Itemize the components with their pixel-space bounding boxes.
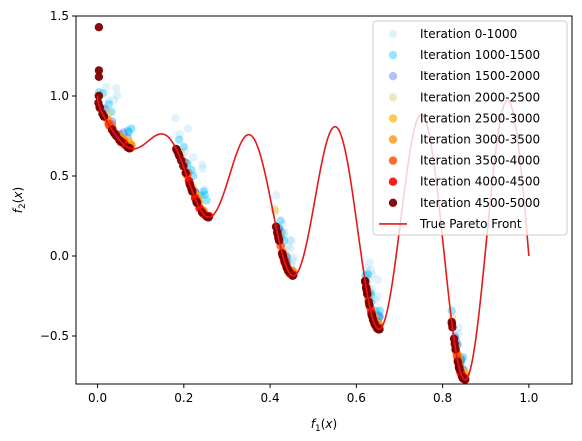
scatter-point [363, 270, 373, 279]
scatter-point [373, 275, 382, 284]
scatter-point [288, 256, 297, 265]
scatter-point [189, 153, 198, 162]
x-tick-label: 0.4 [261, 391, 280, 405]
scatter-point [368, 270, 377, 279]
scatter-point [278, 219, 287, 229]
legend-marker [388, 177, 398, 186]
legend: Iteration 0-1000 Iteration 1000-1500 Itera… [372, 20, 568, 236]
scatter-point [202, 196, 211, 205]
scatter-point [179, 142, 188, 151]
scatter-point [94, 66, 104, 75]
legend-label: Iteration 2500-3000 [420, 111, 540, 125]
legend-label: Iteration 2000-2500 [420, 90, 540, 104]
legend-marker [388, 93, 398, 102]
legend-label: Iteration 1500-2000 [420, 69, 540, 83]
legend-label: True Pareto Front [419, 217, 522, 231]
scatter-point [288, 253, 298, 262]
legend-box [372, 20, 568, 236]
x-tick-label: 0.8 [433, 391, 452, 405]
x-axis-ticks: 0.0 0.2 0.4 0.6 0.8 1.0 [88, 384, 538, 405]
y-tick-label: −0.5 [40, 329, 69, 343]
scatter-point [112, 83, 121, 93]
y-axis-label: f2(x) [11, 187, 28, 213]
scatter-point [183, 124, 193, 133]
legend-marker [388, 72, 398, 81]
scatter-point [286, 244, 295, 253]
legend-marker [388, 50, 398, 60]
scatter-point [454, 323, 463, 332]
scatter-point [373, 292, 382, 301]
scatter-point [200, 185, 210, 194]
scatter-point [198, 160, 207, 169]
scatter-point [94, 72, 104, 82]
scatter-point [363, 268, 373, 277]
scatter-point [272, 191, 281, 200]
x-tick-label: 0.2 [174, 391, 193, 405]
legend-marker [388, 135, 398, 144]
scatter-point [101, 82, 111, 92]
scatter-point [127, 124, 136, 133]
legend-marker [388, 198, 398, 207]
y-tick-label: 1.0 [50, 89, 69, 103]
y-tick-label: 1.5 [50, 9, 69, 23]
scatter-point [113, 91, 122, 100]
pareto-front-line-group [96, 95, 530, 381]
scatter-point [365, 258, 374, 267]
scatter-point [200, 190, 209, 199]
scatter-point [123, 126, 133, 135]
scatter-point [124, 127, 133, 137]
scatter-point [370, 295, 380, 304]
scatter-point [175, 135, 184, 144]
legend-marker [388, 114, 398, 123]
pareto-front-line [96, 95, 530, 381]
scatter-point [366, 265, 376, 274]
legend-label: Iteration 4500-5000 [420, 196, 540, 210]
scatter-point [362, 264, 372, 273]
x-tick-label: 0.6 [347, 391, 366, 405]
scatter-point [104, 100, 114, 109]
x-tick-label: 1.0 [519, 391, 538, 405]
x-tick-label: 0.0 [88, 391, 107, 405]
scatter-point [287, 236, 296, 245]
y-tick-label: 0.0 [50, 249, 69, 263]
legend-label: Iteration 3000-3500 [420, 133, 540, 147]
scatter-point [109, 95, 119, 105]
scatter-point [375, 306, 385, 315]
scatter-point [175, 130, 184, 139]
x-axis-label: f1(x) [311, 417, 337, 434]
scatter-point [180, 147, 190, 156]
axes-frame [75, 15, 573, 385]
legend-marker [388, 156, 398, 165]
y-tick-label: 0.5 [50, 169, 69, 183]
y-axis-ticks: −0.5 0.0 0.5 1.0 1.5 [40, 9, 76, 343]
scatter-point [94, 23, 104, 32]
legend-label: Iteration 3500-4000 [420, 154, 540, 168]
legend-label: Iteration 1000-1500 [420, 48, 540, 62]
scatter-point [276, 216, 285, 225]
scatter-point [104, 96, 113, 105]
legend-label: Iteration 4000-4500 [420, 175, 540, 189]
scatter-point [198, 164, 207, 173]
legend-marker [388, 29, 398, 39]
scatter-point [286, 236, 295, 245]
scatter-point [283, 242, 293, 251]
scatter-point [94, 91, 104, 101]
scatter-point [199, 187, 208, 196]
scatter-point [171, 114, 180, 123]
scatter-point [107, 107, 116, 117]
legend-label: Iteration 0-1000 [420, 27, 517, 41]
